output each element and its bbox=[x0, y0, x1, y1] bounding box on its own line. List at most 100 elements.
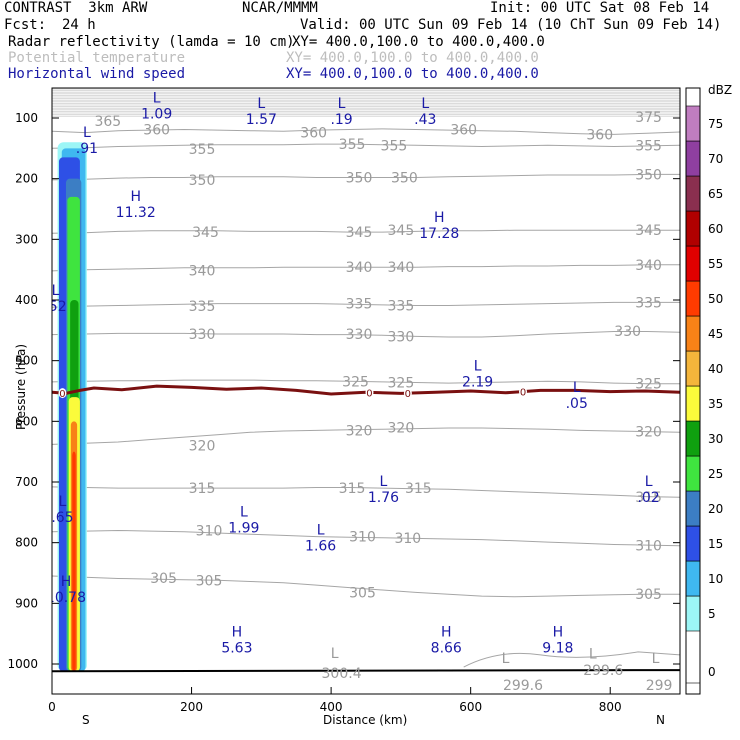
colorbar-swatch bbox=[685, 350, 701, 387]
theta-label: 345 bbox=[346, 225, 373, 241]
colorbar-swatch bbox=[685, 315, 701, 352]
wind-extremum-value: .19 bbox=[330, 112, 352, 128]
theta-label: 350 bbox=[189, 173, 216, 189]
x-tick-label: 600 bbox=[459, 700, 482, 714]
x-axis-title: Distance (km) bbox=[323, 713, 408, 727]
y-tick-label: 100 bbox=[15, 111, 38, 125]
theta-label: 355 bbox=[339, 137, 366, 153]
theta-label: 315 bbox=[339, 481, 366, 497]
wind-extremum-letter: L bbox=[474, 359, 482, 375]
x-tick-label: 400 bbox=[320, 700, 343, 714]
colorbar-label: 70 bbox=[708, 152, 723, 166]
y-tick-label: 700 bbox=[15, 475, 38, 489]
theta-label: 310 bbox=[394, 531, 421, 547]
wind-extremum-value: .65 bbox=[51, 510, 73, 526]
wind-extremum-value: 8.66 bbox=[431, 640, 462, 656]
colorbar-swatch bbox=[685, 525, 701, 562]
wind-extremum-letter: L bbox=[573, 380, 581, 396]
theta-label: 305 bbox=[635, 587, 662, 603]
refl-50dbz bbox=[72, 451, 76, 672]
field-theta: Potential temperature bbox=[8, 50, 186, 66]
theta-label: 310 bbox=[635, 539, 662, 555]
wind-extremum-value: .52 bbox=[44, 299, 66, 315]
wind-extremum-value: 2.19 bbox=[462, 375, 493, 391]
theta-label: 335 bbox=[635, 295, 662, 311]
zero-label-bg bbox=[365, 387, 374, 398]
theta-335-line bbox=[52, 301, 680, 308]
theta-min-letter: L bbox=[652, 651, 660, 667]
field-reflectivity-xy: XY= 400.0,100.0 to 400.0,400.0 bbox=[292, 34, 545, 50]
x-tick-label: 800 bbox=[599, 700, 622, 714]
wind-extremum-value: 10.78 bbox=[46, 590, 86, 606]
plot-frame bbox=[51, 87, 681, 695]
wind-extremum-value: 11.32 bbox=[116, 205, 156, 221]
theta-300-line bbox=[463, 651, 680, 668]
colorbar-label: 60 bbox=[708, 222, 723, 236]
y-tick-label: 400 bbox=[15, 293, 38, 307]
colorbar-label: 45 bbox=[708, 327, 723, 341]
colorbar-swatch bbox=[685, 490, 701, 527]
colorbar-label: 10 bbox=[708, 572, 723, 586]
wind-extremum-letter: L bbox=[59, 494, 67, 510]
theta-label: 330 bbox=[346, 327, 373, 343]
theta-label: 350 bbox=[391, 170, 418, 186]
colorbar-unit: dBZ bbox=[708, 83, 732, 97]
zero-label-bg bbox=[58, 388, 67, 399]
colorbar-label: 50 bbox=[708, 292, 723, 306]
wind-extremum-letter: L bbox=[317, 523, 325, 539]
colorbar-label: 30 bbox=[708, 432, 723, 446]
zero-isotherm-label: 0 bbox=[366, 388, 372, 399]
theta-label: 305 bbox=[196, 573, 223, 589]
theta-label: 360 bbox=[586, 127, 613, 143]
theta-label: 340 bbox=[635, 258, 662, 274]
colorbar-swatch bbox=[685, 245, 701, 282]
y-tick-label: 500 bbox=[15, 354, 38, 368]
theta-label: 315 bbox=[405, 481, 432, 497]
y-tick-label: 200 bbox=[15, 172, 38, 186]
zero-label-bg bbox=[519, 386, 527, 397]
wind-extremum-value: 5.63 bbox=[221, 640, 252, 656]
field-wind-xy: XY= 400.0,100.0 to 400.0,400.0 bbox=[286, 66, 539, 82]
theta-310-line bbox=[52, 529, 680, 547]
y-tick-label: 300 bbox=[15, 232, 38, 246]
theta-label: 325 bbox=[635, 377, 662, 393]
zero-isotherm-line bbox=[52, 384, 680, 396]
colorbar-frame bbox=[685, 87, 701, 695]
wind-extremum-value: 9.18 bbox=[542, 640, 573, 656]
colorbar-swatch bbox=[685, 210, 701, 247]
wind-extremum-value: 1.99 bbox=[228, 520, 259, 536]
theta-355-line bbox=[52, 143, 680, 149]
wind-extremum-value: 17.28 bbox=[419, 226, 459, 242]
theta-label: 300.4 bbox=[322, 666, 362, 682]
y-tick-label: 800 bbox=[15, 536, 38, 550]
colorbar-label: 5 bbox=[708, 607, 716, 621]
colorbar-swatch bbox=[685, 595, 701, 632]
theta-min-letter: L bbox=[331, 646, 339, 662]
theta-label: 345 bbox=[635, 223, 662, 239]
zero-label-bg bbox=[403, 388, 412, 399]
wind-extremum-letter: L bbox=[380, 474, 388, 490]
theta-label: 375 bbox=[635, 110, 662, 126]
colorbar-label: 65 bbox=[708, 187, 723, 201]
theta-label: 340 bbox=[388, 260, 415, 276]
colorbar-swatch bbox=[685, 140, 701, 177]
theta-label: 355 bbox=[635, 138, 662, 154]
colorbar-label: 35 bbox=[708, 397, 723, 411]
colorbar-label: 75 bbox=[708, 117, 723, 131]
theta-label: 330 bbox=[388, 329, 415, 345]
field-reflectivity: Radar reflectivity (lamda = 10 cm) bbox=[8, 34, 295, 50]
theta-label: 310 bbox=[196, 524, 223, 540]
field-wind: Horizontal wind speed bbox=[8, 66, 186, 82]
theta-345-line bbox=[52, 229, 680, 234]
colorbar-swatch bbox=[685, 175, 701, 212]
colorbar-label: 15 bbox=[708, 537, 723, 551]
theta-label: 320 bbox=[189, 439, 216, 455]
colorbar-label: 55 bbox=[708, 257, 723, 271]
theta-min-letter: L bbox=[502, 651, 510, 667]
wind-extremum-value: 1.09 bbox=[141, 107, 172, 123]
wind-extremum-letter: H bbox=[61, 574, 72, 590]
theta-label: 299 bbox=[646, 678, 673, 694]
theta-label: 325 bbox=[388, 376, 415, 392]
theta-label: 360 bbox=[143, 123, 170, 139]
